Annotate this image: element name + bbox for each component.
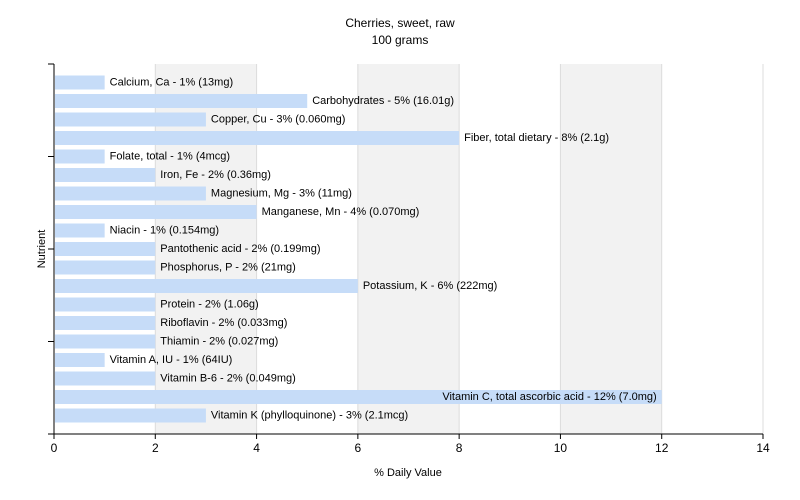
bar — [55, 94, 308, 108]
chart-subtitle: 100 grams — [372, 33, 429, 47]
bar — [55, 186, 206, 201]
bar — [55, 408, 206, 423]
bar — [55, 242, 156, 256]
grid — [154, 64, 764, 434]
bar — [55, 297, 156, 312]
x-tick-label: 4 — [253, 441, 260, 455]
bar-label: Carbohydrates - 5% (16.01g) — [312, 95, 454, 107]
bar-label: Vitamin A, IU - 1% (64IU) — [110, 354, 233, 366]
x-tick-label: 8 — [456, 441, 463, 455]
bar-label: Vitamin B-6 - 2% (0.049mg) — [160, 373, 296, 385]
x-tick-label: 12 — [655, 441, 669, 455]
bar — [55, 353, 105, 367]
bar — [55, 205, 257, 219]
bar-label: Folate, total - 1% (4mcg) — [110, 151, 230, 163]
bar — [55, 260, 156, 275]
x-tick-label: 10 — [554, 441, 568, 455]
bar — [55, 168, 156, 182]
bars: Calcium, Ca - 1% (13mg) Carbohydrates - 5… — [55, 75, 662, 423]
bar-label: Niacin - 1% (0.154mg) — [110, 225, 219, 237]
bar-label: Copper, Cu - 3% (0.060mg) — [211, 114, 346, 126]
bar-label: Magnesium, Mg - 3% (11mg) — [211, 188, 352, 200]
x-axis-title: % Daily Value — [374, 467, 442, 479]
bar — [55, 334, 156, 349]
bar-label: Iron, Fe - 2% (0.36mg) — [160, 169, 271, 181]
bar — [55, 112, 206, 127]
bar-label: Vitamin C, total ascorbic acid - 12% (7.… — [442, 391, 656, 403]
bar — [55, 149, 105, 164]
axes: 0 2 4 6 8 10 12 14 — [48, 63, 770, 455]
bar-label: Pantothenic acid - 2% (0.199mg) — [160, 243, 320, 255]
bar-label: Riboflavin - 2% (0.033mg) — [160, 317, 287, 329]
bar-label: Calcium, Ca - 1% (13mg) — [110, 77, 233, 89]
x-tick-label: 6 — [355, 441, 362, 455]
x-tick-label: 0 — [51, 441, 58, 455]
x-tick-label: 14 — [756, 441, 770, 455]
bar — [55, 316, 156, 330]
bar-label: Phosphorus, P - 2% (21mg) — [160, 262, 296, 274]
grid-band — [560, 64, 662, 434]
y-axis-title: Nutrient — [36, 230, 48, 269]
bar — [55, 75, 105, 90]
x-tick-label: 2 — [152, 441, 159, 455]
bar-label: Potassium, K - 6% (222mg) — [363, 280, 498, 292]
bar-label: Protein - 2% (1.06g) — [160, 299, 258, 311]
grid-band — [357, 64, 460, 434]
bar-label: Fiber, total dietary - 8% (2.1g) — [464, 132, 609, 144]
bar-label: Manganese, Mn - 4% (0.070mg) — [262, 206, 420, 218]
bar — [55, 390, 662, 404]
bar — [55, 131, 460, 145]
bar — [55, 371, 156, 386]
bar — [55, 279, 358, 293]
bar — [55, 223, 105, 238]
chart-title: Cherries, sweet, raw — [345, 16, 455, 30]
bar-label: Vitamin K (phylloquinone) - 3% (2.1mcg) — [211, 410, 408, 422]
bar-label: Thiamin - 2% (0.027mg) — [160, 336, 278, 348]
